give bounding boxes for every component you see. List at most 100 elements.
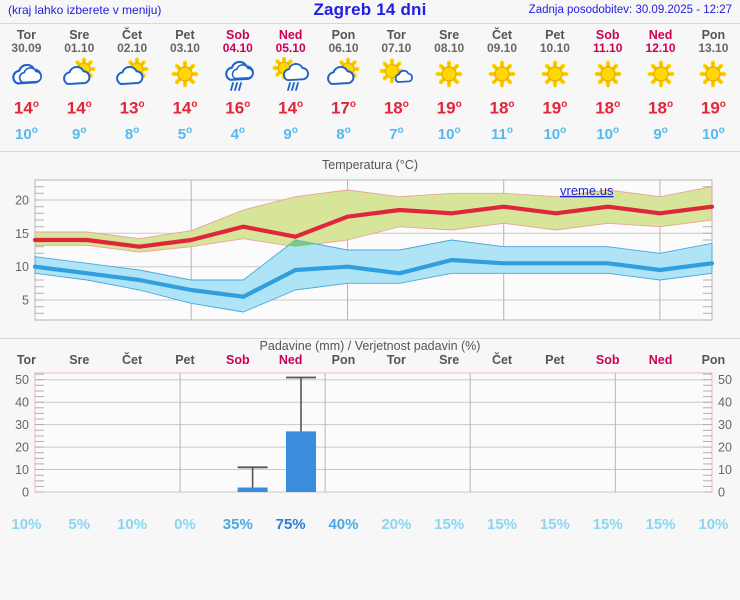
temp-max: 18o bbox=[383, 98, 409, 118]
sun-cloud-icon bbox=[370, 57, 423, 93]
precip-day-label: Pet bbox=[545, 352, 565, 367]
day-name: Sob bbox=[595, 28, 620, 42]
day-date: 01.10 bbox=[64, 41, 95, 55]
chart-divider bbox=[0, 337, 740, 339]
sunny-icon bbox=[634, 57, 687, 93]
temp-max: 14o bbox=[278, 98, 304, 118]
forecast-day-column[interactable]: Sob 11.10 18o 10o bbox=[581, 24, 634, 145]
day-name: Tor bbox=[386, 28, 406, 42]
temp-min: 7o bbox=[389, 124, 404, 143]
svg-text:40: 40 bbox=[718, 395, 732, 409]
temp-min: 9o bbox=[72, 124, 87, 143]
day-date: 30.09 bbox=[11, 41, 42, 55]
precip-probability: 15% bbox=[434, 515, 465, 533]
sunny-icon bbox=[581, 57, 634, 93]
precipitation-probability-row: 10% 5% 10% 0% 35% 75% 40% 20% 15% 15% 15% 15% 15% 10% bbox=[0, 516, 740, 533]
precip-day-label: Sre bbox=[439, 352, 460, 367]
precip-day-label: Ned bbox=[648, 352, 673, 367]
day-date: 05.10 bbox=[275, 41, 306, 55]
day-date: 06.10 bbox=[328, 41, 359, 55]
precip-day-label: Sre bbox=[69, 352, 90, 367]
precip-day-label: Pon bbox=[331, 352, 356, 367]
svg-text:5: 5 bbox=[22, 293, 29, 307]
temp-min: 8o bbox=[124, 124, 140, 143]
svg-text:30: 30 bbox=[718, 418, 732, 432]
precip-probability: 15% bbox=[592, 515, 623, 533]
svg-text:50: 50 bbox=[15, 373, 29, 387]
precipitation-chart-title: Padavine (mm) / Verjetnost padavin (%) bbox=[259, 338, 481, 353]
location-hint: (kraj lahko izberete v meniju) bbox=[8, 3, 162, 17]
precip-day-label: Pet bbox=[175, 352, 195, 367]
forecast-day-column[interactable]: Pon 06.10 17o 8o bbox=[317, 24, 370, 145]
svg-text:30: 30 bbox=[15, 418, 29, 432]
forecast-day-column[interactable]: Tor 30.09 14o 10o bbox=[0, 24, 53, 145]
precip-day-label: Ned bbox=[278, 352, 303, 367]
page-title: Zagreb 14 dni bbox=[313, 0, 427, 19]
forecast-day-column[interactable]: Tor 07.10 18o 7o bbox=[370, 24, 423, 145]
day-name: Tor bbox=[16, 28, 37, 42]
forecast-day-column[interactable]: Pet 10.10 19o 10o bbox=[528, 24, 581, 145]
precip-probability: 75% bbox=[275, 515, 306, 533]
forecast-day-column[interactable]: Sre 08.10 19o 10o bbox=[423, 24, 476, 145]
day-date: 12.10 bbox=[645, 41, 676, 55]
forecast-day-column[interactable]: Čet 02.10 13o 8o bbox=[106, 24, 159, 145]
forecast-day-column[interactable]: Čet 09.10 18o 11o bbox=[476, 24, 529, 145]
precip-probability: 0% bbox=[174, 515, 196, 533]
svg-text:10: 10 bbox=[15, 463, 29, 477]
temp-min: 10o bbox=[596, 124, 620, 143]
forecast-day-column[interactable]: Ned 12.10 18o 9o bbox=[634, 24, 687, 145]
day-date: 02.10 bbox=[117, 41, 148, 55]
svg-text:10: 10 bbox=[718, 463, 732, 477]
svg-text:40: 40 bbox=[15, 395, 29, 409]
sun-rain-icon bbox=[264, 57, 317, 93]
temp-min: 9o bbox=[653, 124, 668, 143]
sunny-icon bbox=[159, 57, 212, 93]
temp-min: 10o bbox=[543, 124, 567, 143]
forecast-day-column[interactable]: Pon 13.10 19o 10o bbox=[687, 24, 740, 145]
last-update-label: Zadnja posodobitev: 30.09.2025 - 12:27 bbox=[528, 4, 732, 16]
temp-min: 10o bbox=[15, 124, 38, 143]
partly-sunny-icon bbox=[53, 57, 106, 93]
temp-max: 19o bbox=[436, 98, 462, 118]
precip-bar bbox=[286, 431, 316, 492]
precip-day-label: Pon bbox=[701, 352, 726, 367]
precip-probability: 10% bbox=[11, 515, 42, 533]
precip-day-label: Čet bbox=[122, 352, 143, 367]
day-date: 04.10 bbox=[222, 41, 253, 55]
precip-day-label: Tor bbox=[386, 352, 406, 367]
rain-icon bbox=[211, 57, 264, 93]
svg-text:10: 10 bbox=[15, 260, 29, 274]
day-name: Ned bbox=[648, 28, 673, 42]
forecast-day-column[interactable]: Sre 01.10 14o 9o bbox=[53, 24, 106, 145]
precip-probability: 15% bbox=[487, 515, 518, 533]
precipitation-day-labels: Tor Sre Čet Pet Sob Ned Pon Tor Sre Čet Pet Sob Ned P… bbox=[0, 353, 740, 367]
svg-text:20: 20 bbox=[15, 440, 29, 454]
day-date: 13.10 bbox=[698, 41, 729, 55]
svg-text:20: 20 bbox=[718, 440, 732, 454]
temp-max: 14o bbox=[172, 98, 198, 118]
forecast-day-column[interactable]: Ned 05.10 14o 9o bbox=[264, 24, 317, 145]
day-name: Pet bbox=[545, 28, 565, 42]
temp-min: 5o bbox=[177, 124, 193, 143]
precipitation-chart: Padavine (mm) / Verjetnost padavin (%) T… bbox=[0, 339, 740, 534]
precip-probability: 10% bbox=[117, 515, 148, 533]
day-name: Pon bbox=[701, 28, 726, 42]
day-name: Ned bbox=[278, 28, 303, 42]
day-date: 09.10 bbox=[487, 41, 518, 55]
sunny-icon bbox=[528, 57, 581, 93]
temp-max: 18o bbox=[489, 98, 515, 118]
day-name: Pet bbox=[175, 28, 195, 42]
forecast-day-column[interactable]: Sob 04.10 16o 4o bbox=[211, 24, 264, 145]
day-date: 11.10 bbox=[593, 41, 623, 55]
svg-text:0: 0 bbox=[22, 485, 29, 499]
forecast-day-column[interactable]: Pet 03.10 14o 5o bbox=[159, 24, 212, 145]
day-name: Pon bbox=[331, 28, 356, 42]
temp-max: 14o bbox=[66, 98, 92, 118]
temp-max: 14o bbox=[13, 98, 39, 118]
partly-sunny-icon bbox=[106, 57, 159, 93]
precip-day-label: Sob bbox=[225, 352, 250, 367]
partly-sunny-icon bbox=[317, 57, 370, 93]
temperature-chart-title: Temperatura (°C) bbox=[322, 157, 418, 172]
day-date: 07.10 bbox=[381, 41, 412, 55]
sunny-icon bbox=[476, 57, 529, 93]
